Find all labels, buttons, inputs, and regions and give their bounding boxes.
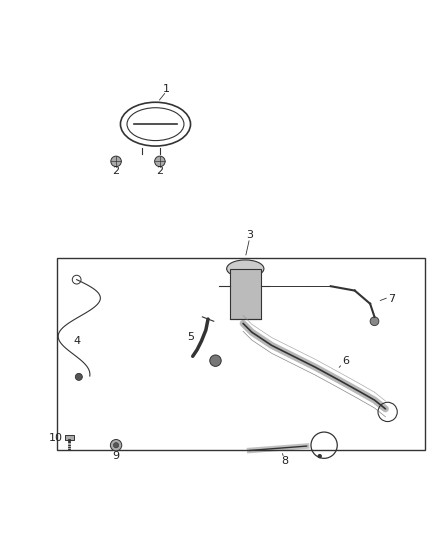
Circle shape (75, 374, 82, 381)
Circle shape (155, 156, 165, 167)
Circle shape (370, 317, 379, 326)
Circle shape (110, 440, 122, 451)
Text: 2: 2 (156, 166, 163, 176)
Circle shape (113, 442, 119, 448)
Circle shape (318, 454, 322, 458)
Text: 8: 8 (281, 456, 288, 465)
Text: 1: 1 (163, 84, 170, 94)
Text: 2: 2 (113, 166, 120, 176)
Ellipse shape (227, 260, 264, 278)
FancyBboxPatch shape (65, 435, 74, 440)
Text: 10: 10 (49, 433, 63, 443)
Text: 6: 6 (343, 356, 350, 366)
Text: 3: 3 (246, 230, 253, 239)
Text: 5: 5 (187, 332, 194, 342)
Circle shape (210, 355, 221, 366)
Text: 9: 9 (113, 451, 120, 461)
Circle shape (111, 156, 121, 167)
Text: 4: 4 (73, 336, 80, 346)
Text: 7: 7 (389, 294, 396, 304)
FancyBboxPatch shape (230, 269, 261, 319)
